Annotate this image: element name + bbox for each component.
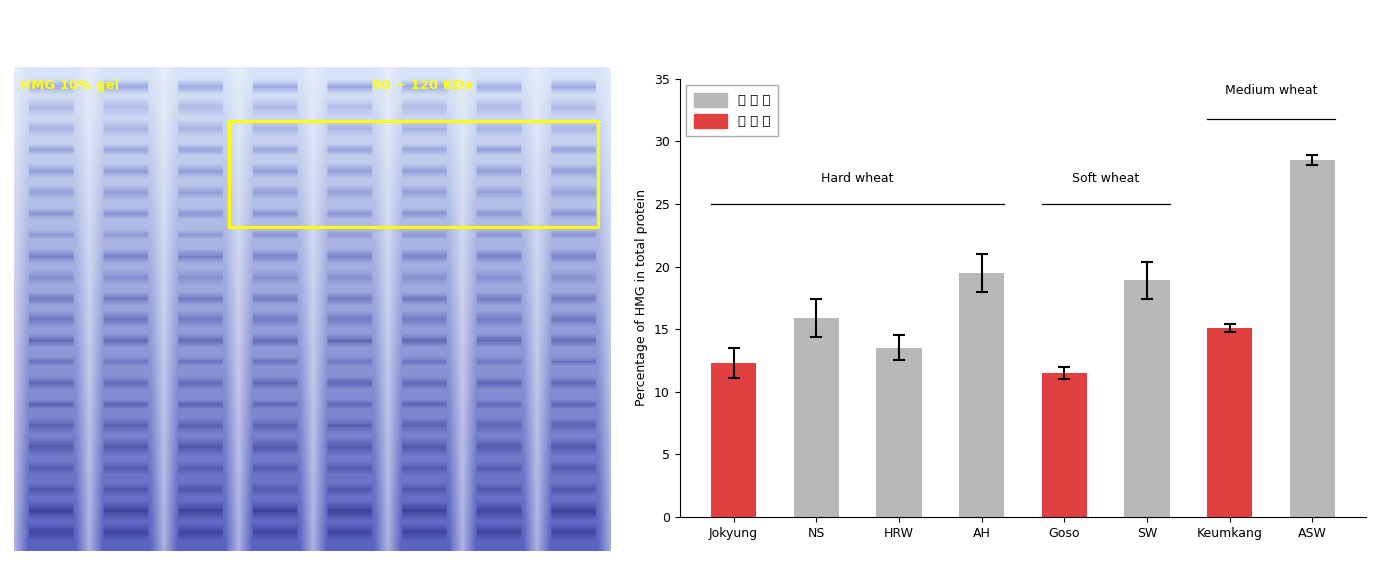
- Bar: [1042, 373, 1087, 517]
- Text: HMG 10% gel: HMG 10% gel: [19, 79, 119, 92]
- Text: Soft wheat: Soft wheat: [1072, 172, 1139, 185]
- Bar: [1290, 160, 1334, 517]
- Bar: [1125, 280, 1169, 517]
- Bar: [877, 348, 921, 517]
- Legend: 수 입 밀, 국 산 밀: 수 입 밀, 국 산 밀: [687, 85, 778, 136]
- Bar: [793, 318, 839, 517]
- Text: Medium wheat: Medium wheat: [1225, 84, 1318, 97]
- Bar: [229, 121, 598, 227]
- Bar: [710, 363, 756, 517]
- Bar: [958, 273, 1004, 517]
- Bar: [1207, 328, 1252, 517]
- Text: Hard wheat: Hard wheat: [821, 172, 893, 185]
- Y-axis label: Percentage of HMG in total protein: Percentage of HMG in total protein: [635, 189, 649, 406]
- Text: 90 ~ 120 KDa: 90 ~ 120 KDa: [372, 79, 473, 92]
- Text: 3.  HMW glutenin subunit 함량(80~130 kDa): 3. HMW glutenin subunit 함량(80~130 kDa): [455, 24, 1078, 49]
